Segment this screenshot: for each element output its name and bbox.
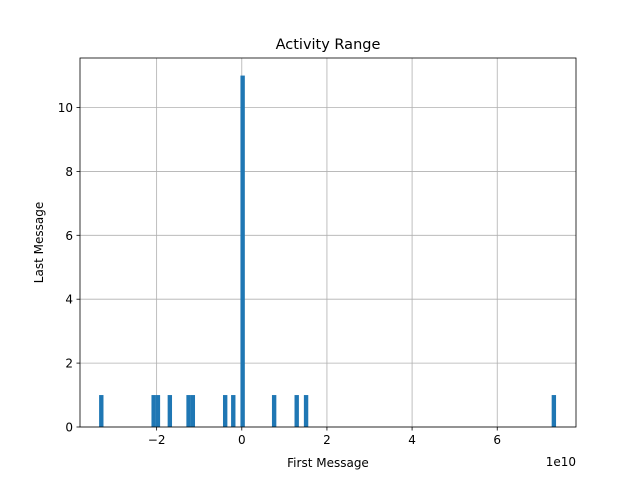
histogram-bar bbox=[155, 395, 161, 427]
chart-title: Activity Range bbox=[276, 37, 381, 53]
x-tick-label: 2 bbox=[323, 433, 331, 447]
x-tick-label: 4 bbox=[408, 433, 416, 447]
bars bbox=[99, 75, 557, 428]
histogram-bar bbox=[99, 395, 104, 427]
x-tick-label: 6 bbox=[493, 433, 501, 447]
histogram-bar bbox=[222, 395, 228, 427]
x-tick-label: 0 bbox=[238, 433, 246, 447]
histogram-bar bbox=[167, 395, 173, 427]
histogram-bar bbox=[190, 395, 196, 427]
x-axis-offset-label: 1e10 bbox=[546, 455, 576, 469]
y-tick-label: 4 bbox=[65, 293, 73, 307]
histogram-bar bbox=[240, 75, 245, 428]
y-axis-ticks: 0 2 4 6 8 10 bbox=[58, 101, 80, 435]
y-tick-label: 6 bbox=[65, 229, 73, 243]
histogram-bar bbox=[294, 395, 299, 427]
y-tick-label: 10 bbox=[58, 101, 73, 115]
histogram-bar bbox=[151, 395, 156, 427]
y-tick-label: 0 bbox=[65, 421, 73, 435]
plot-area bbox=[80, 58, 576, 427]
x-axis-ticks: −2 0 2 4 6 bbox=[148, 427, 501, 447]
plot-frame bbox=[79, 57, 577, 428]
histogram-bar bbox=[303, 395, 309, 427]
y-axis-title: Last Message bbox=[32, 202, 46, 283]
x-axis-title: First Message bbox=[287, 456, 369, 470]
x-tick-label: −2 bbox=[148, 433, 166, 447]
y-tick-label: 8 bbox=[65, 165, 73, 179]
histogram-bar bbox=[231, 395, 236, 427]
y-tick-label: 2 bbox=[65, 357, 73, 371]
histogram-bar bbox=[186, 395, 191, 427]
histogram-bar bbox=[551, 395, 557, 427]
histogram-bar bbox=[271, 395, 277, 427]
